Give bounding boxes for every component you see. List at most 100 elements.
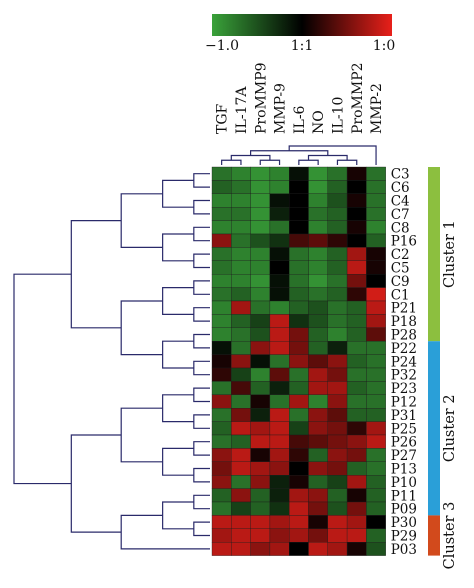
heatmap-cell	[346, 354, 367, 369]
heatmap-cell	[366, 166, 386, 181]
row-label: P25	[391, 421, 417, 437]
row-label: P28	[391, 328, 417, 344]
heatmap-cell	[308, 475, 328, 489]
dendrogram-branch	[250, 150, 329, 156]
row-label: P12	[391, 395, 417, 411]
heatmap-cell	[327, 515, 348, 529]
dendrogram-branch	[193, 226, 210, 242]
heatmap-cells	[211, 166, 386, 556]
heatmap-cell	[346, 542, 367, 556]
heatmap-cell	[211, 501, 232, 516]
heatmap-cell	[269, 180, 290, 194]
row-label: C5	[391, 261, 410, 277]
heatmap-cell	[308, 461, 328, 476]
heatmap-cell	[366, 314, 386, 328]
dendrogram-branch	[193, 307, 210, 322]
heatmap-cell	[346, 220, 367, 235]
heatmap-cell	[327, 207, 348, 221]
heatmap-cell	[211, 542, 232, 556]
cluster-bar	[428, 341, 440, 516]
heatmap-cell	[289, 287, 309, 302]
heatmap-cell	[250, 193, 271, 208]
heatmap-cell	[366, 367, 386, 382]
heatmap-cell	[327, 180, 348, 194]
row-label: C8	[391, 220, 410, 236]
heatmap-cell	[289, 434, 309, 449]
heatmap-cell	[289, 488, 309, 503]
column-label: MMP-2	[369, 83, 385, 134]
heatmap-cell	[269, 515, 290, 529]
heatmap-cell	[250, 300, 271, 315]
heatmap-cell	[308, 488, 328, 503]
heatmap-cell	[327, 475, 348, 489]
heatmap-cell	[327, 434, 348, 449]
row-label: C3	[391, 167, 410, 183]
heatmap-cell	[211, 434, 232, 449]
heatmap-cell	[231, 501, 251, 516]
heatmap-cell	[327, 542, 348, 556]
heatmap-cell	[211, 327, 232, 342]
heatmap-cell	[231, 515, 251, 529]
heatmap-cell	[269, 193, 290, 208]
heatmap-cell	[269, 475, 290, 489]
heatmap-cell	[366, 341, 386, 355]
heatmap-cell	[231, 233, 251, 248]
cluster-label: Cluster 3	[442, 502, 458, 570]
heatmap-cell	[346, 247, 367, 261]
heatmap-cell	[308, 528, 328, 543]
heatmap-cell	[366, 394, 386, 409]
dendrogram-branch	[193, 387, 210, 403]
row-label: P29	[391, 529, 417, 545]
legend-max-label: 1:0	[373, 38, 396, 54]
row-label: P03	[391, 542, 417, 558]
heatmap-cell	[231, 220, 251, 235]
heatmap-cell	[327, 166, 348, 181]
row-label: C2	[391, 247, 410, 263]
heatmap-cell	[211, 180, 232, 194]
heatmap-cell	[327, 314, 348, 328]
heatmap-cell	[231, 300, 251, 315]
heatmap-cell	[366, 233, 386, 248]
heatmap-cell	[289, 314, 309, 328]
dendrogram-branch	[120, 193, 163, 248]
heatmap-cell	[289, 381, 309, 395]
heatmap-cell	[250, 501, 271, 516]
heatmap-cell	[250, 421, 271, 436]
heatmap-cell	[250, 274, 271, 288]
heatmap-cell	[327, 193, 348, 208]
dendrogram-branch	[162, 179, 194, 208]
heatmap-cell	[327, 354, 348, 369]
heatmap-cell	[231, 461, 251, 476]
heatmap-cell	[269, 394, 290, 409]
heatmap-cell	[231, 448, 251, 462]
heatmap-cell	[327, 408, 348, 422]
heatmap-cell	[250, 461, 271, 476]
dendrogram-branch	[288, 145, 377, 165]
row-label: P10	[391, 475, 417, 491]
heatmap-cell	[346, 274, 367, 288]
dendrogram-branch	[193, 253, 210, 269]
heatmap-cell	[231, 475, 251, 489]
heatmap-cell	[250, 314, 271, 328]
heatmap-cell	[211, 515, 232, 529]
dendrogram-branch	[120, 407, 163, 463]
heatmap-cell	[231, 421, 251, 436]
heatmap-cell	[250, 247, 271, 261]
heatmap-cell	[366, 461, 386, 476]
heatmap-cell	[269, 528, 290, 543]
row-label: P22	[391, 341, 417, 357]
heatmap-cell	[366, 274, 386, 288]
heatmap-cell	[250, 327, 271, 342]
heatmap-cell	[289, 220, 309, 235]
row-label: P26	[391, 435, 417, 451]
heatmap-cell	[308, 314, 328, 328]
dendrogram-branch	[336, 159, 358, 165]
heatmap-cell	[269, 314, 290, 328]
heatmap-cell	[366, 421, 386, 436]
heatmap-cell	[308, 274, 328, 288]
heatmap-cell	[346, 381, 367, 395]
dendrogram-branch	[162, 340, 194, 369]
dendrogram-branch	[193, 521, 210, 537]
heatmap-cell	[269, 220, 290, 235]
heatmap-cell	[346, 260, 367, 275]
